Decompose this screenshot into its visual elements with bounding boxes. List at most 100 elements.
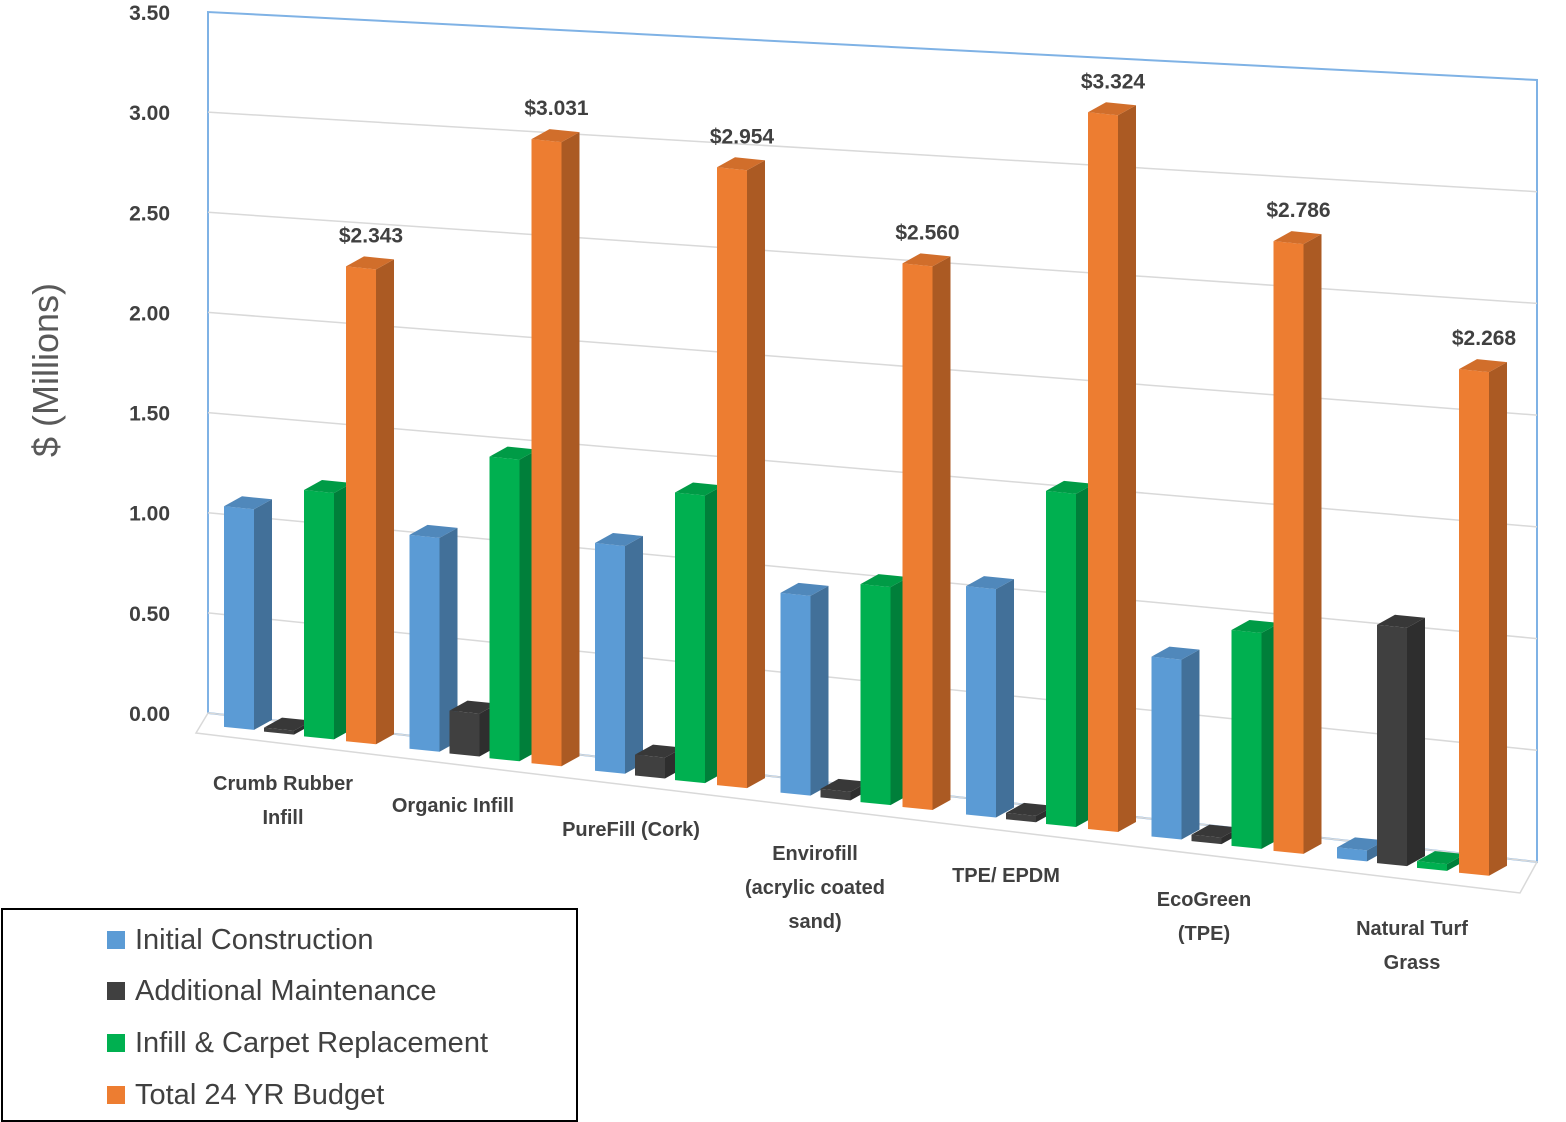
bar xyxy=(1377,624,1407,867)
legend-swatch-icon xyxy=(107,982,125,1000)
bar xyxy=(449,710,480,757)
bar xyxy=(1459,369,1489,876)
bar-side xyxy=(254,499,272,730)
bar-side xyxy=(376,259,394,745)
bar-side xyxy=(810,585,829,796)
bar-top xyxy=(1151,646,1200,660)
bar-side xyxy=(1118,105,1136,832)
legend-label: Total 24 YR Budget xyxy=(135,1078,385,1111)
bar-top xyxy=(1006,802,1054,816)
bar xyxy=(595,542,625,774)
y-tick-label: 2.50 xyxy=(129,202,170,225)
bar-top xyxy=(449,700,498,714)
y-tick-label: 1.00 xyxy=(129,503,170,526)
bar-side xyxy=(625,535,643,774)
bar xyxy=(1231,629,1262,849)
bar xyxy=(717,167,747,789)
y-tick-label: 3.50 xyxy=(129,2,170,25)
legend-swatch-icon xyxy=(107,1086,125,1104)
bar-top xyxy=(860,574,909,588)
category-label: Natural Turf Grass xyxy=(1356,918,1468,974)
gridline xyxy=(207,111,1538,193)
legend-item-infill-carpet-replacement: Infill & Carpet Replacement xyxy=(107,1023,488,1063)
bar xyxy=(346,266,376,745)
legend-label: Infill & Carpet Replacement xyxy=(135,1026,488,1059)
bar xyxy=(1046,490,1076,827)
bar xyxy=(820,788,851,801)
data-label: $3.324 xyxy=(1081,70,1146,93)
gridline xyxy=(207,311,1538,416)
bar xyxy=(1417,861,1447,871)
y-tick-label: 0.00 xyxy=(129,703,170,726)
bar xyxy=(860,584,891,806)
category-label: PureFill (Cork) xyxy=(562,819,700,841)
legend-item-initial-construction: Initial Construction xyxy=(107,920,374,960)
bars xyxy=(224,102,1507,876)
bar xyxy=(1273,241,1304,854)
data-label: $2.343 xyxy=(339,224,403,247)
bar xyxy=(304,489,334,740)
data-label: $3.031 xyxy=(524,97,589,120)
bar-top xyxy=(1088,102,1136,116)
bar-top xyxy=(820,778,869,792)
category-label: EcoGreen (TPE) xyxy=(1157,889,1251,945)
bar-top xyxy=(717,157,765,171)
bar xyxy=(264,727,294,735)
bar-top xyxy=(635,744,683,758)
bar-top xyxy=(1273,231,1322,245)
bar-side xyxy=(1489,362,1507,876)
bar-side xyxy=(932,256,951,811)
bar-top xyxy=(264,717,312,731)
bar xyxy=(635,754,665,779)
y-tick-label: 2.00 xyxy=(129,302,170,325)
data-label: $2.268 xyxy=(1452,327,1517,350)
legend-swatch-icon xyxy=(107,1034,125,1052)
bar xyxy=(409,534,440,752)
data-label: $2.560 xyxy=(895,221,959,244)
bar xyxy=(1151,656,1182,840)
bar xyxy=(1191,834,1222,845)
legend-label: Additional Maintenance xyxy=(135,974,437,1007)
y-tick-label: 1.50 xyxy=(129,403,170,426)
bar xyxy=(489,456,520,762)
bar-top xyxy=(1337,837,1385,851)
y-axis-label: $ (Millions) xyxy=(25,283,66,457)
data-label: $2.954 xyxy=(710,125,775,148)
bar xyxy=(1088,112,1118,832)
bar-side xyxy=(1303,234,1322,854)
legend: Initial Construction Additional Maintena… xyxy=(1,908,578,1122)
category-label: Envirofill (acrylic coated sand) xyxy=(745,843,885,933)
bar-top xyxy=(531,129,580,143)
bar-top xyxy=(1191,824,1240,838)
bar-side xyxy=(439,527,458,752)
bar-top xyxy=(595,532,643,546)
legend-item-additional-maintenance: Additional Maintenance xyxy=(107,971,436,1011)
data-label: $2.786 xyxy=(1266,199,1330,222)
bar xyxy=(1006,812,1036,823)
legend-item-total-24yr-budget: Total 24 YR Budget xyxy=(107,1075,384,1115)
bar xyxy=(966,586,996,818)
bar-top xyxy=(489,446,538,460)
bar-top xyxy=(409,524,458,538)
category-labels: Crumb Rubber Infill Organic Infill PureFill… xyxy=(213,773,1468,974)
bar-side xyxy=(996,579,1014,818)
bar xyxy=(902,263,933,811)
category-label: Organic Infill xyxy=(392,795,514,817)
bar-top xyxy=(1417,851,1465,865)
bar-top xyxy=(902,253,951,267)
bar-top xyxy=(1377,614,1425,628)
bar-top xyxy=(1231,619,1280,633)
data-labels: $2.343 $3.031 $2.954 $2.560 $3.324 $2.786 $2.2… xyxy=(339,70,1517,350)
gridline xyxy=(207,411,1538,528)
bar-side xyxy=(561,132,580,767)
bar-top xyxy=(224,496,272,510)
bar xyxy=(531,139,562,767)
bar-top xyxy=(1459,359,1507,373)
bar-side xyxy=(747,160,765,789)
bar xyxy=(780,592,811,796)
y-tick-label: 3.00 xyxy=(129,102,170,125)
bar-side xyxy=(1181,649,1200,840)
category-label: Crumb Rubber Infill xyxy=(213,773,353,829)
bar-top xyxy=(675,482,723,496)
